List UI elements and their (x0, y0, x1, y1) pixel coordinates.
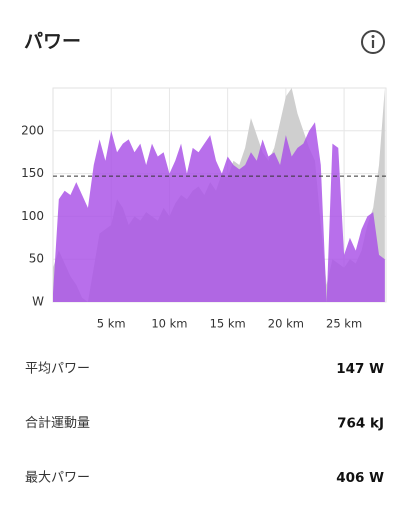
y-tick-label: W (32, 295, 44, 309)
chart: W 50 100 150 200 5 km 10 km 15 km 20 km 25 km (21, 87, 387, 331)
stat-label: 最大パワー (25, 471, 90, 486)
stat-value: 406 W (336, 470, 384, 486)
stat-label: 合計運動量 (25, 415, 90, 431)
stat-value: 147 W (336, 361, 384, 377)
x-tick-label: 25 km (326, 317, 362, 331)
y-tick-label: 200 (21, 123, 44, 137)
y-tick-label: 150 (21, 166, 44, 180)
title: パワー (24, 31, 81, 53)
info-button[interactable] (361, 30, 385, 54)
x-tick-label: 10 km (151, 317, 187, 331)
x-tick-label: 20 km (268, 317, 304, 331)
x-tick-label: 15 km (210, 317, 246, 331)
stats: 平均パワー 147 W 合計運動量 764 kJ 最大パワー 406 W (25, 361, 384, 486)
stat-value: 764 kJ (337, 416, 384, 432)
x-tick-label: 5 km (97, 317, 126, 331)
info-dot (371, 35, 375, 38)
info-icon[interactable] (361, 30, 385, 54)
y-tick-label: 100 (21, 209, 44, 223)
stat-label: 平均パワー (25, 362, 90, 377)
area (53, 122, 385, 303)
y-tick-label: 50 (29, 252, 44, 266)
